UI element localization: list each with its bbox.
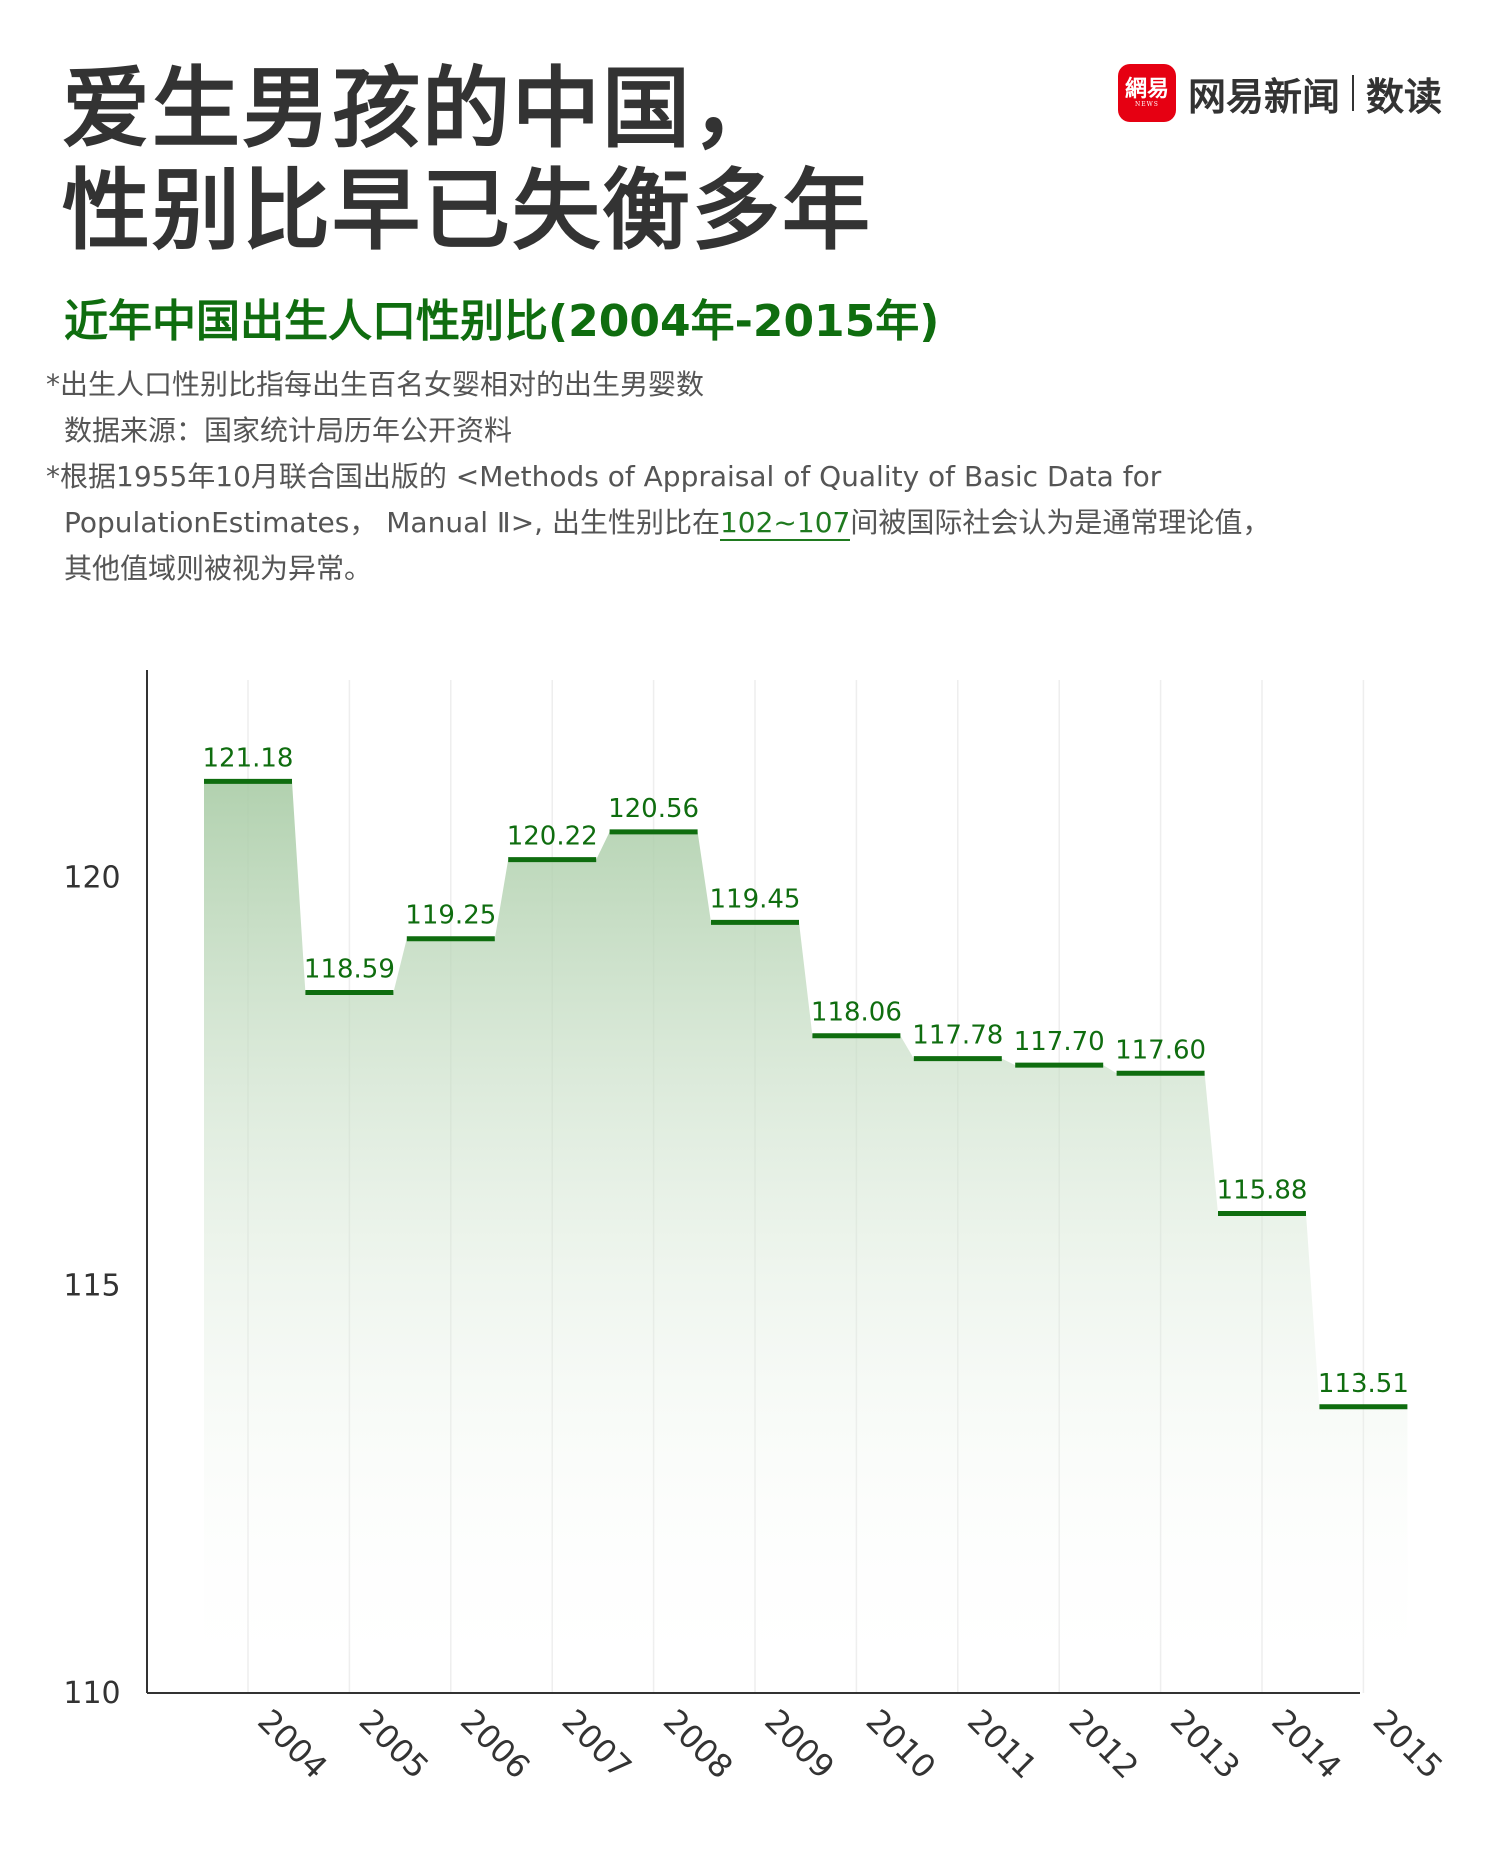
notes: *出生人口性别比指每出生百名女婴相对的出生男婴数 数据来源：国家统计局历年公开资… [46, 362, 1456, 592]
x-tick-label: 2013 [1163, 1702, 1247, 1786]
brand-logo-text: 網易 [1124, 76, 1169, 102]
data-label: 115.88 [1217, 1176, 1308, 1206]
normal-range-highlight: 102~107 [719, 506, 851, 541]
y-tick-label: 110 [63, 1676, 120, 1711]
netease-logo-icon: 網易 NEWS [1117, 64, 1176, 122]
y-tick-label: 115 [63, 1268, 120, 1303]
x-tick-label: 2009 [757, 1702, 841, 1786]
data-label: 113.51 [1318, 1369, 1409, 1399]
data-label: 117.78 [912, 1021, 1003, 1051]
brand-suffix: 数读 [1365, 74, 1442, 119]
x-tick-label: 2014 [1264, 1702, 1348, 1786]
data-label: 119.25 [405, 901, 496, 931]
title-line-2: 性别比早已失衡多年 [62, 159, 873, 262]
data-label: 118.06 [811, 998, 902, 1028]
x-tick-label: 2005 [352, 1702, 436, 1786]
data-label: 120.22 [507, 822, 598, 852]
x-tick-label: 2010 [859, 1702, 943, 1786]
data-label: 118.59 [304, 955, 395, 985]
data-marks: 121.18 118.59 119.25 120.22 120.56 119.45 118.… [203, 743, 1409, 1410]
data-label: 117.70 [1014, 1027, 1105, 1057]
page-title: 爱生男孩的中国， 性别比早已失衡多年 [62, 58, 872, 262]
data-label: 117.60 [1115, 1035, 1206, 1065]
title-line-1: 爱生男孩的中国， [62, 57, 783, 160]
x-tick-label: 2011 [960, 1702, 1044, 1786]
x-tick-label: 2015 [1366, 1702, 1450, 1786]
chart-subtitle: 近年中国出生人口性别比(2004年-2015年) [64, 296, 940, 347]
brand-divider [1351, 75, 1354, 111]
data-label: 121.18 [203, 743, 294, 773]
x-tick-label: 2008 [656, 1702, 740, 1786]
x-tick-label: 2004 [250, 1702, 334, 1786]
x-tick-label: 2006 [453, 1702, 537, 1786]
note-range-suffix: 间被国际社会认为是通常理论值， [850, 506, 1271, 539]
note-definition: *出生人口性别比指每出生百名女婴相对的出生男婴数 [46, 368, 705, 401]
x-tick-label: 2007 [555, 1702, 639, 1786]
brand: 網易 NEWS 网易新闻 数读 [1117, 64, 1442, 122]
brand-logo-sub: NEWS [1135, 101, 1159, 108]
y-tick-label: 120 [63, 861, 120, 896]
data-label: 120.56 [608, 794, 699, 824]
note-un-reference: *根据1955年10月联合国出版的 <Methods of Appraisal … [46, 460, 1162, 493]
brand-name: 网易新闻 [1187, 74, 1340, 119]
data-label: 119.45 [710, 884, 801, 914]
chart-area [204, 781, 1408, 1693]
note-range: PopulationEstimates， Manual Ⅱ>, 出生性别比在10… [46, 500, 1456, 546]
note-source: 数据来源：国家统计局历年公开资料 [64, 414, 513, 447]
note-abnormal: 其他值域则被视为异常。 [64, 552, 373, 585]
note-range-prefix: PopulationEstimates， Manual Ⅱ>, 出生性别比在 [64, 506, 720, 539]
x-tick-label: 2012 [1062, 1702, 1146, 1786]
